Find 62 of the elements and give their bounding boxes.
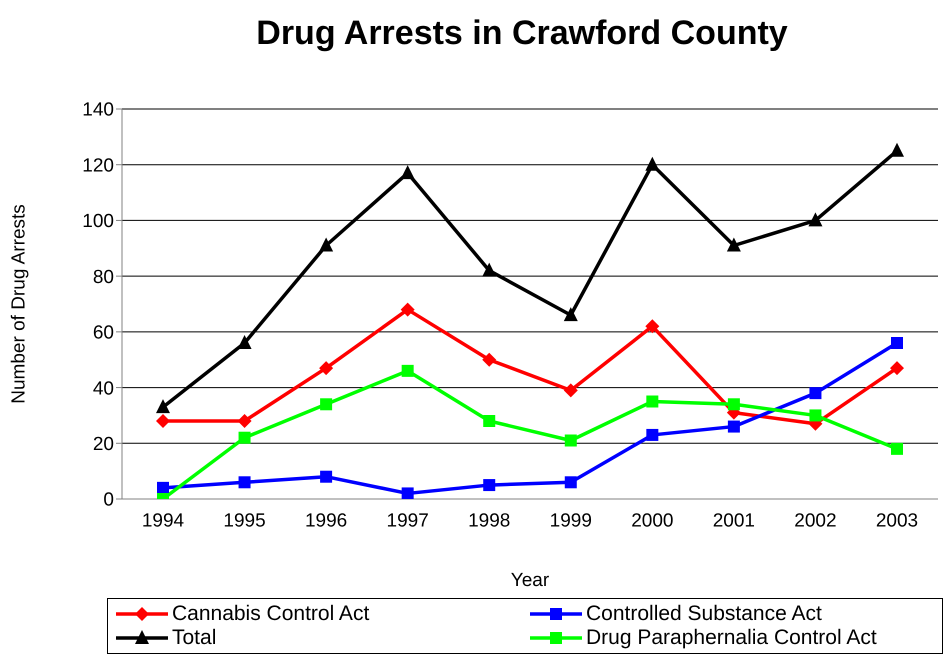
y-tick-label: 80 [92, 266, 114, 288]
point [319, 361, 334, 376]
x-tick-label: 2003 [876, 510, 918, 532]
point [809, 409, 822, 422]
y-tick-label: 20 [92, 434, 114, 456]
x-axis-title: Year [510, 570, 550, 591]
y-tick-label: 100 [82, 211, 114, 232]
x-tick-label: 1998 [468, 510, 510, 532]
point [482, 352, 496, 367]
point [483, 479, 496, 492]
x-tick-label: 1996 [304, 510, 348, 532]
point [156, 399, 170, 414]
point [728, 398, 740, 410]
y-tick-label: 120 [82, 155, 114, 176]
legend-label: Total [172, 626, 216, 650]
x-tick-label: 1994 [142, 510, 185, 532]
x-tick-label: 2000 [631, 510, 674, 532]
legend-label: Drug Paraphernalia Control Act [586, 626, 877, 650]
point [809, 387, 822, 400]
point [564, 383, 578, 398]
point [891, 442, 903, 455]
y-tick-label: 0 [103, 490, 114, 511]
x-tick-label: 1999 [550, 510, 592, 532]
point [890, 142, 904, 157]
point [320, 398, 332, 410]
point [890, 361, 904, 376]
x-tick-label: 2001 [712, 510, 756, 532]
point [645, 319, 660, 334]
point [726, 238, 741, 252]
point [564, 476, 577, 488]
point [238, 432, 251, 444]
x-tick-label: 1995 [223, 510, 266, 532]
point [156, 414, 170, 428]
point [728, 420, 740, 433]
point [808, 212, 822, 226]
y-tick-label: 60 [92, 322, 114, 344]
point [564, 434, 577, 446]
point [320, 470, 332, 483]
point [645, 156, 660, 171]
point [157, 482, 169, 494]
point [319, 238, 334, 252]
chart-title: Drug Arrests in Crawford County [255, 14, 789, 53]
point [238, 335, 252, 349]
point [400, 302, 415, 317]
point [646, 396, 658, 408]
point [483, 415, 496, 427]
point [402, 364, 414, 377]
point [238, 476, 251, 488]
point [646, 428, 658, 441]
point [891, 337, 903, 349]
point [482, 262, 496, 277]
point [564, 307, 578, 322]
point [400, 165, 415, 180]
y-tick-label: 140 [82, 100, 114, 121]
y-tick-label: 40 [92, 378, 114, 400]
y-axis-title: Number of Drug Arrests [8, 204, 30, 404]
legend-label: Controlled Substance Act [586, 602, 822, 626]
x-tick-label: 1997 [386, 510, 429, 532]
legend-label: Cannabis Control Act [172, 602, 370, 626]
point [238, 414, 252, 428]
point [402, 487, 414, 499]
x-tick-label: 2002 [794, 510, 837, 532]
